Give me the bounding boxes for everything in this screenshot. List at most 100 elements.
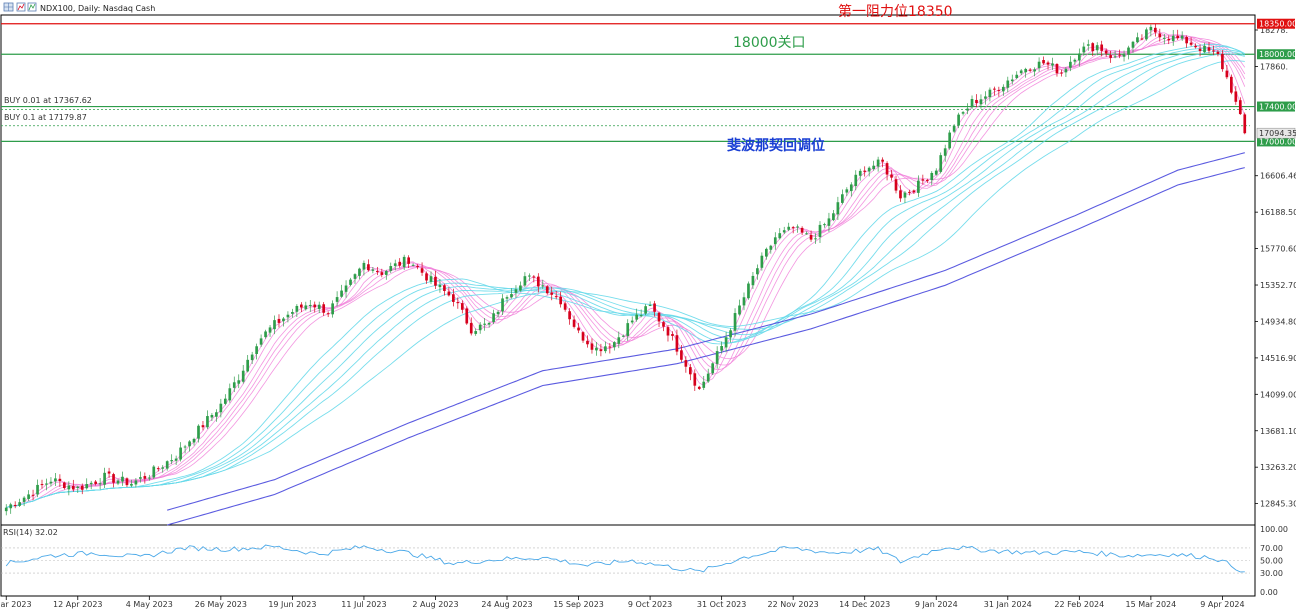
candle-body [389,266,393,271]
candle-body [250,354,254,361]
symbol-label: NDX100, Daily: Nasdaq Cash [40,4,155,13]
candle-body [1077,53,1081,61]
candle-body [402,256,406,268]
candle-body [818,224,822,238]
candle-body [1046,62,1050,65]
candle-body [13,504,17,507]
candle-body [706,373,710,382]
candle-body [228,388,232,401]
candle-body [648,304,652,306]
candle-body [554,296,558,298]
candle-body [769,245,773,250]
candle-body [899,190,902,199]
candle-body [532,276,536,278]
candle-body [1037,61,1041,69]
candle-body [832,213,835,221]
candle-body [653,303,656,312]
candle-body [505,297,509,299]
candle-body [1104,50,1108,54]
candle-body [313,304,317,308]
candle-body [1238,100,1242,115]
price-tick-label: 16606.46 [1260,172,1296,181]
current-price-label: 17094.35 [1259,129,1296,138]
candle-body [291,311,294,314]
candle-body [183,446,187,448]
candle-body [1122,54,1126,57]
candle-body [496,311,500,315]
candle-body [358,268,361,276]
candle-body [684,360,688,367]
candle-body [1010,79,1014,82]
candle-body [27,494,30,499]
price-tick-label: 12845.30 [1260,500,1296,509]
candle-body [809,234,813,240]
candle-body [925,179,929,181]
candle-body [1019,70,1023,74]
candle-body [1140,38,1144,40]
order-label-1: BUY 0.01 at 17367.62 [4,96,92,105]
candle-body [76,486,80,488]
candle-body [765,248,768,257]
moving-averages-layer [6,29,1246,526]
candle-body [577,327,580,331]
candle-body [416,266,419,268]
candle-body [1118,54,1121,56]
candle-body [237,380,241,384]
candle-body [760,255,764,268]
candle-body [376,271,379,273]
candle-body [9,504,13,509]
candle-body [1180,35,1184,39]
candle-body [255,346,258,354]
ma-short-12 [6,35,1246,509]
candle-body [966,108,969,111]
price-tick-label: 14516.90 [1260,354,1296,363]
candle-body [988,89,992,98]
candle-body [876,159,880,167]
candle-body [1162,37,1166,39]
time-tick-label: 14 Dec 2023 [839,600,890,609]
level-tag-18350 [1257,18,1295,29]
candle-body [858,170,862,176]
candle-body [411,264,415,266]
time-tick-label: 31 Oct 2023 [697,600,746,609]
candle-body [943,148,947,156]
candle-body [1176,35,1180,39]
candle-body [930,172,934,181]
candle-body [939,155,943,172]
candle-body [1207,47,1211,51]
candle-body [791,227,795,229]
candle-body [219,403,223,413]
candle-body [693,373,697,386]
candle-body [152,466,156,478]
candle-body [881,159,884,162]
order-label-2: BUY 0.1 at 17179.87 [4,113,87,122]
candle-body [1225,70,1229,78]
rsi-line [5,544,1245,573]
price-axis: 18278. 17860. 16606.46 16188.50 15770.60 1535… [1255,26,1296,509]
price-tick-label: 16188.50 [1260,208,1296,217]
time-tick-label: 9 Oct 2023 [628,600,672,609]
ma-long-60 [6,60,1245,509]
time-tick-label: 9 Jan 2024 [915,600,958,609]
candle-body [872,165,875,170]
candle-body [1015,74,1019,79]
candle-body [724,337,728,348]
candle-body [639,315,643,317]
price-tick-label: 13263.20 [1260,463,1296,472]
window-icons[interactable] [3,2,37,12]
candle-body [1145,29,1148,40]
candle-body [854,174,858,187]
candle-body [367,264,370,271]
candle-body [1109,55,1112,58]
candle-body [282,318,285,322]
candle-body [510,294,513,298]
candle-body [617,337,621,344]
candle-body [49,481,53,484]
candle-body [1060,72,1063,74]
candle-body [429,276,433,282]
candle-body [1234,91,1238,102]
candle-body [4,507,8,512]
candle-body [688,367,692,375]
candle-body [523,276,527,286]
